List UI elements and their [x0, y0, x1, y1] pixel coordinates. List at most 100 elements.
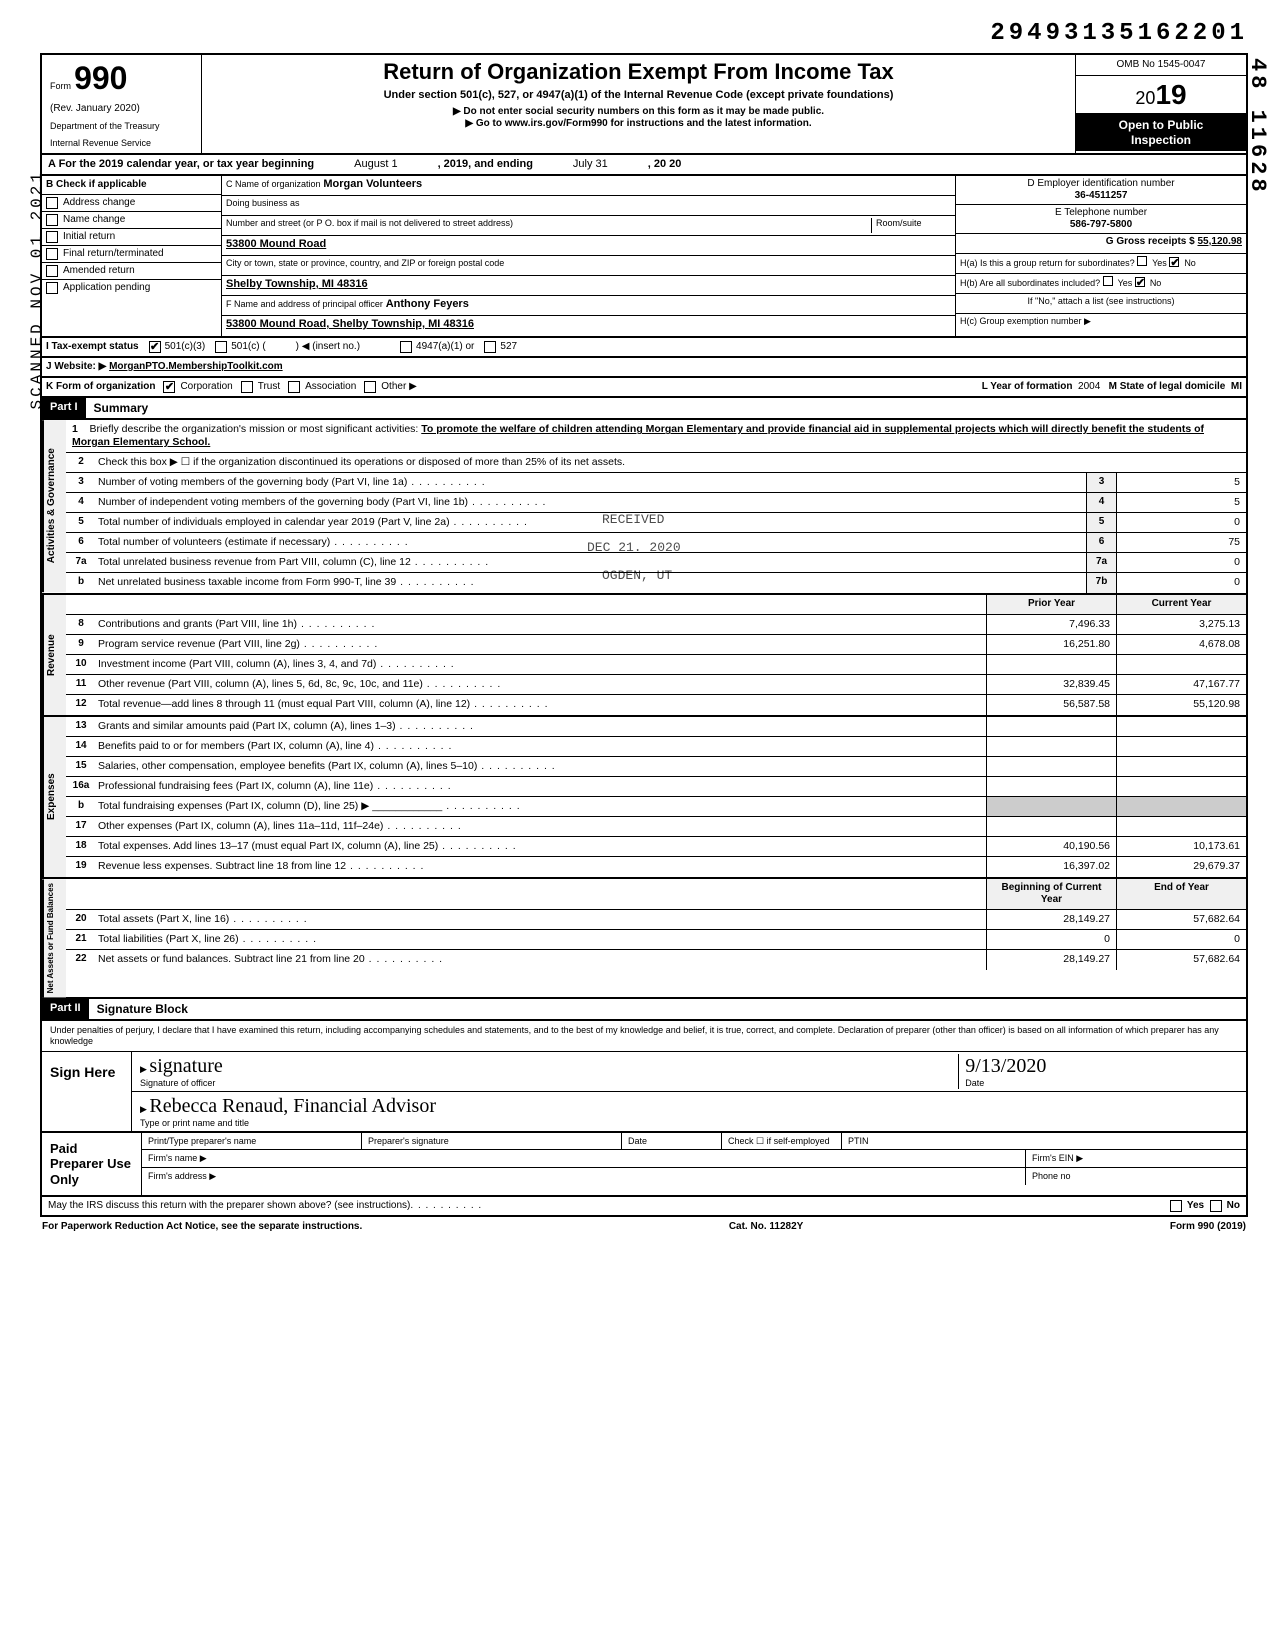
hdr-prior: Prior Year — [986, 595, 1116, 614]
row-a-mid: , 2019, and ending — [438, 158, 533, 171]
room-label: Room/suite — [871, 218, 951, 233]
ha-yes[interactable] — [1137, 256, 1147, 266]
chk-corp[interactable] — [163, 381, 175, 393]
hb-yes[interactable] — [1103, 276, 1113, 286]
org-name: Morgan Volunteers — [323, 178, 422, 190]
l-val: 2004 — [1078, 381, 1100, 393]
firm-addr-label: Firm's address ▶ — [142, 1168, 1026, 1185]
chk-initial[interactable] — [46, 231, 58, 243]
current-val — [1116, 777, 1246, 796]
cell-na — [1116, 797, 1246, 816]
line-text: Revenue less expenses. Subtract line 18 … — [96, 857, 986, 877]
part1-header: Part I Summary — [40, 398, 1248, 420]
row-i-label: I Tax-exempt status — [46, 341, 139, 353]
part2-badge: Part II — [42, 999, 89, 1019]
prior-val: 7,496.33 — [986, 615, 1116, 634]
form-prefix: Form — [50, 81, 71, 91]
line-num: 17 — [66, 817, 96, 836]
chk-pending[interactable] — [46, 282, 58, 294]
line-num: 13 — [66, 717, 96, 736]
chk-amended[interactable] — [46, 265, 58, 277]
prior-val — [986, 817, 1116, 836]
prior-val: 16,397.02 — [986, 857, 1116, 877]
form-subtitle: Under section 501(c), 527, or 4947(a)(1)… — [208, 89, 1069, 102]
chk-527[interactable] — [484, 341, 496, 353]
part2-header: Part II Signature Block — [40, 999, 1248, 1021]
hb-yes-lbl: Yes — [1118, 278, 1133, 288]
discuss-row: May the IRS discuss this return with the… — [40, 1197, 1248, 1217]
chk-other[interactable] — [364, 381, 376, 393]
hdr-current: Current Year — [1116, 595, 1246, 614]
line-text: Net assets or fund balances. Subtract li… — [96, 950, 986, 970]
current-val — [1116, 757, 1246, 776]
discuss-no[interactable] — [1210, 1200, 1222, 1212]
prior-val — [986, 717, 1116, 736]
line-text: Total assets (Part X, line 16) — [96, 910, 986, 929]
firm-ein-label: Firm's EIN ▶ — [1026, 1150, 1246, 1167]
dept-treasury: Department of the Treasury — [50, 121, 193, 132]
tax-year: 19 — [1155, 79, 1186, 110]
year-prefix: 20 — [1135, 88, 1155, 108]
city-val: Shelby Township, MI 48316 — [226, 278, 368, 290]
current-val: 47,167.77 — [1116, 675, 1246, 694]
chk-4947[interactable] — [400, 341, 412, 353]
gross-val: 55,120.98 — [1198, 236, 1243, 247]
current-val — [1116, 717, 1246, 736]
opt-assoc: Association — [305, 381, 356, 393]
lbl-name: Name change — [63, 214, 125, 226]
chk-address[interactable] — [46, 197, 58, 209]
row-k: K Form of organization Corporation Trust… — [40, 378, 1248, 398]
chk-501c[interactable] — [215, 341, 227, 353]
chk-trust[interactable] — [241, 381, 253, 393]
paid-label: Paid Preparer Use Only — [42, 1133, 142, 1196]
prep-ptin-label: PTIN — [842, 1133, 1246, 1150]
current-val: 55,120.98 — [1116, 695, 1246, 715]
row-j: J Website: ▶ MorganPTO.MembershipToolkit… — [40, 358, 1248, 378]
name-title-label: Type or print name and title — [140, 1118, 249, 1128]
current-val: 0 — [1116, 930, 1246, 949]
line-val: 75 — [1116, 533, 1246, 552]
line-num: 7a — [66, 553, 96, 572]
section-expenses: Expenses 13 Grants and similar amounts p… — [40, 717, 1248, 879]
ha-no[interactable] — [1169, 257, 1179, 267]
row-a-endyr: , 20 20 — [648, 158, 682, 171]
side-governance: Activities & Governance — [42, 420, 66, 592]
page-stamp-right: 48 11628 — [1244, 58, 1270, 196]
irs-label: Internal Revenue Service — [50, 138, 193, 149]
line-text: Contributions and grants (Part VIII, lin… — [96, 615, 986, 634]
city-label: City or town, state or province, country… — [226, 258, 504, 268]
line-num: 16a — [66, 777, 96, 796]
opt-4947: 4947(a)(1) or — [416, 341, 474, 353]
prior-val: 28,149.27 — [986, 910, 1116, 929]
signature-scribble: signature — [149, 1055, 222, 1077]
inspection: Inspection — [1080, 133, 1242, 147]
dba-label: Doing business as — [226, 198, 300, 208]
section-netassets: Net Assets or Fund Balances Beginning of… — [40, 879, 1248, 999]
sig-officer-label: Signature of officer — [140, 1078, 215, 1088]
discuss-yes[interactable] — [1170, 1200, 1182, 1212]
hdr-begin: Beginning of Current Year — [986, 879, 1116, 909]
line-text: Other revenue (Part VIII, column (A), li… — [96, 675, 986, 694]
line-text: Net unrelated business taxable income fr… — [96, 573, 1086, 593]
line-num: 20 — [66, 910, 96, 929]
h-note: If "No," attach a list (see instructions… — [956, 294, 1246, 314]
chk-501c3[interactable] — [149, 341, 161, 353]
row-i: I Tax-exempt status 501(c)(3) 501(c) ( )… — [40, 338, 1248, 358]
hc-label: H(c) Group exemption number ▶ — [956, 314, 1246, 334]
line2-text: Check this box ▶ ☐ if the organization d… — [96, 453, 1246, 472]
phone-label: E Telephone number — [1055, 207, 1147, 218]
chk-assoc[interactable] — [288, 381, 300, 393]
line-text: Professional fundraising fees (Part IX, … — [96, 777, 986, 796]
chk-name[interactable] — [46, 214, 58, 226]
chk-final[interactable] — [46, 248, 58, 260]
prior-val: 16,251.80 — [986, 635, 1116, 654]
line-num: 3 — [66, 473, 96, 492]
section-governance: Activities & Governance 1 Briefly descri… — [40, 420, 1248, 594]
firm-name-label: Firm's name ▶ — [142, 1150, 1026, 1167]
m-label: M State of legal domicile — [1109, 381, 1226, 393]
hb-no[interactable] — [1135, 277, 1145, 287]
line-num: 14 — [66, 737, 96, 756]
hb-label: H(b) Are all subordinates included? — [960, 278, 1100, 288]
stamp-date: DEC 21. 2020 — [587, 540, 681, 556]
opt-501c: 501(c) ( — [231, 341, 265, 353]
